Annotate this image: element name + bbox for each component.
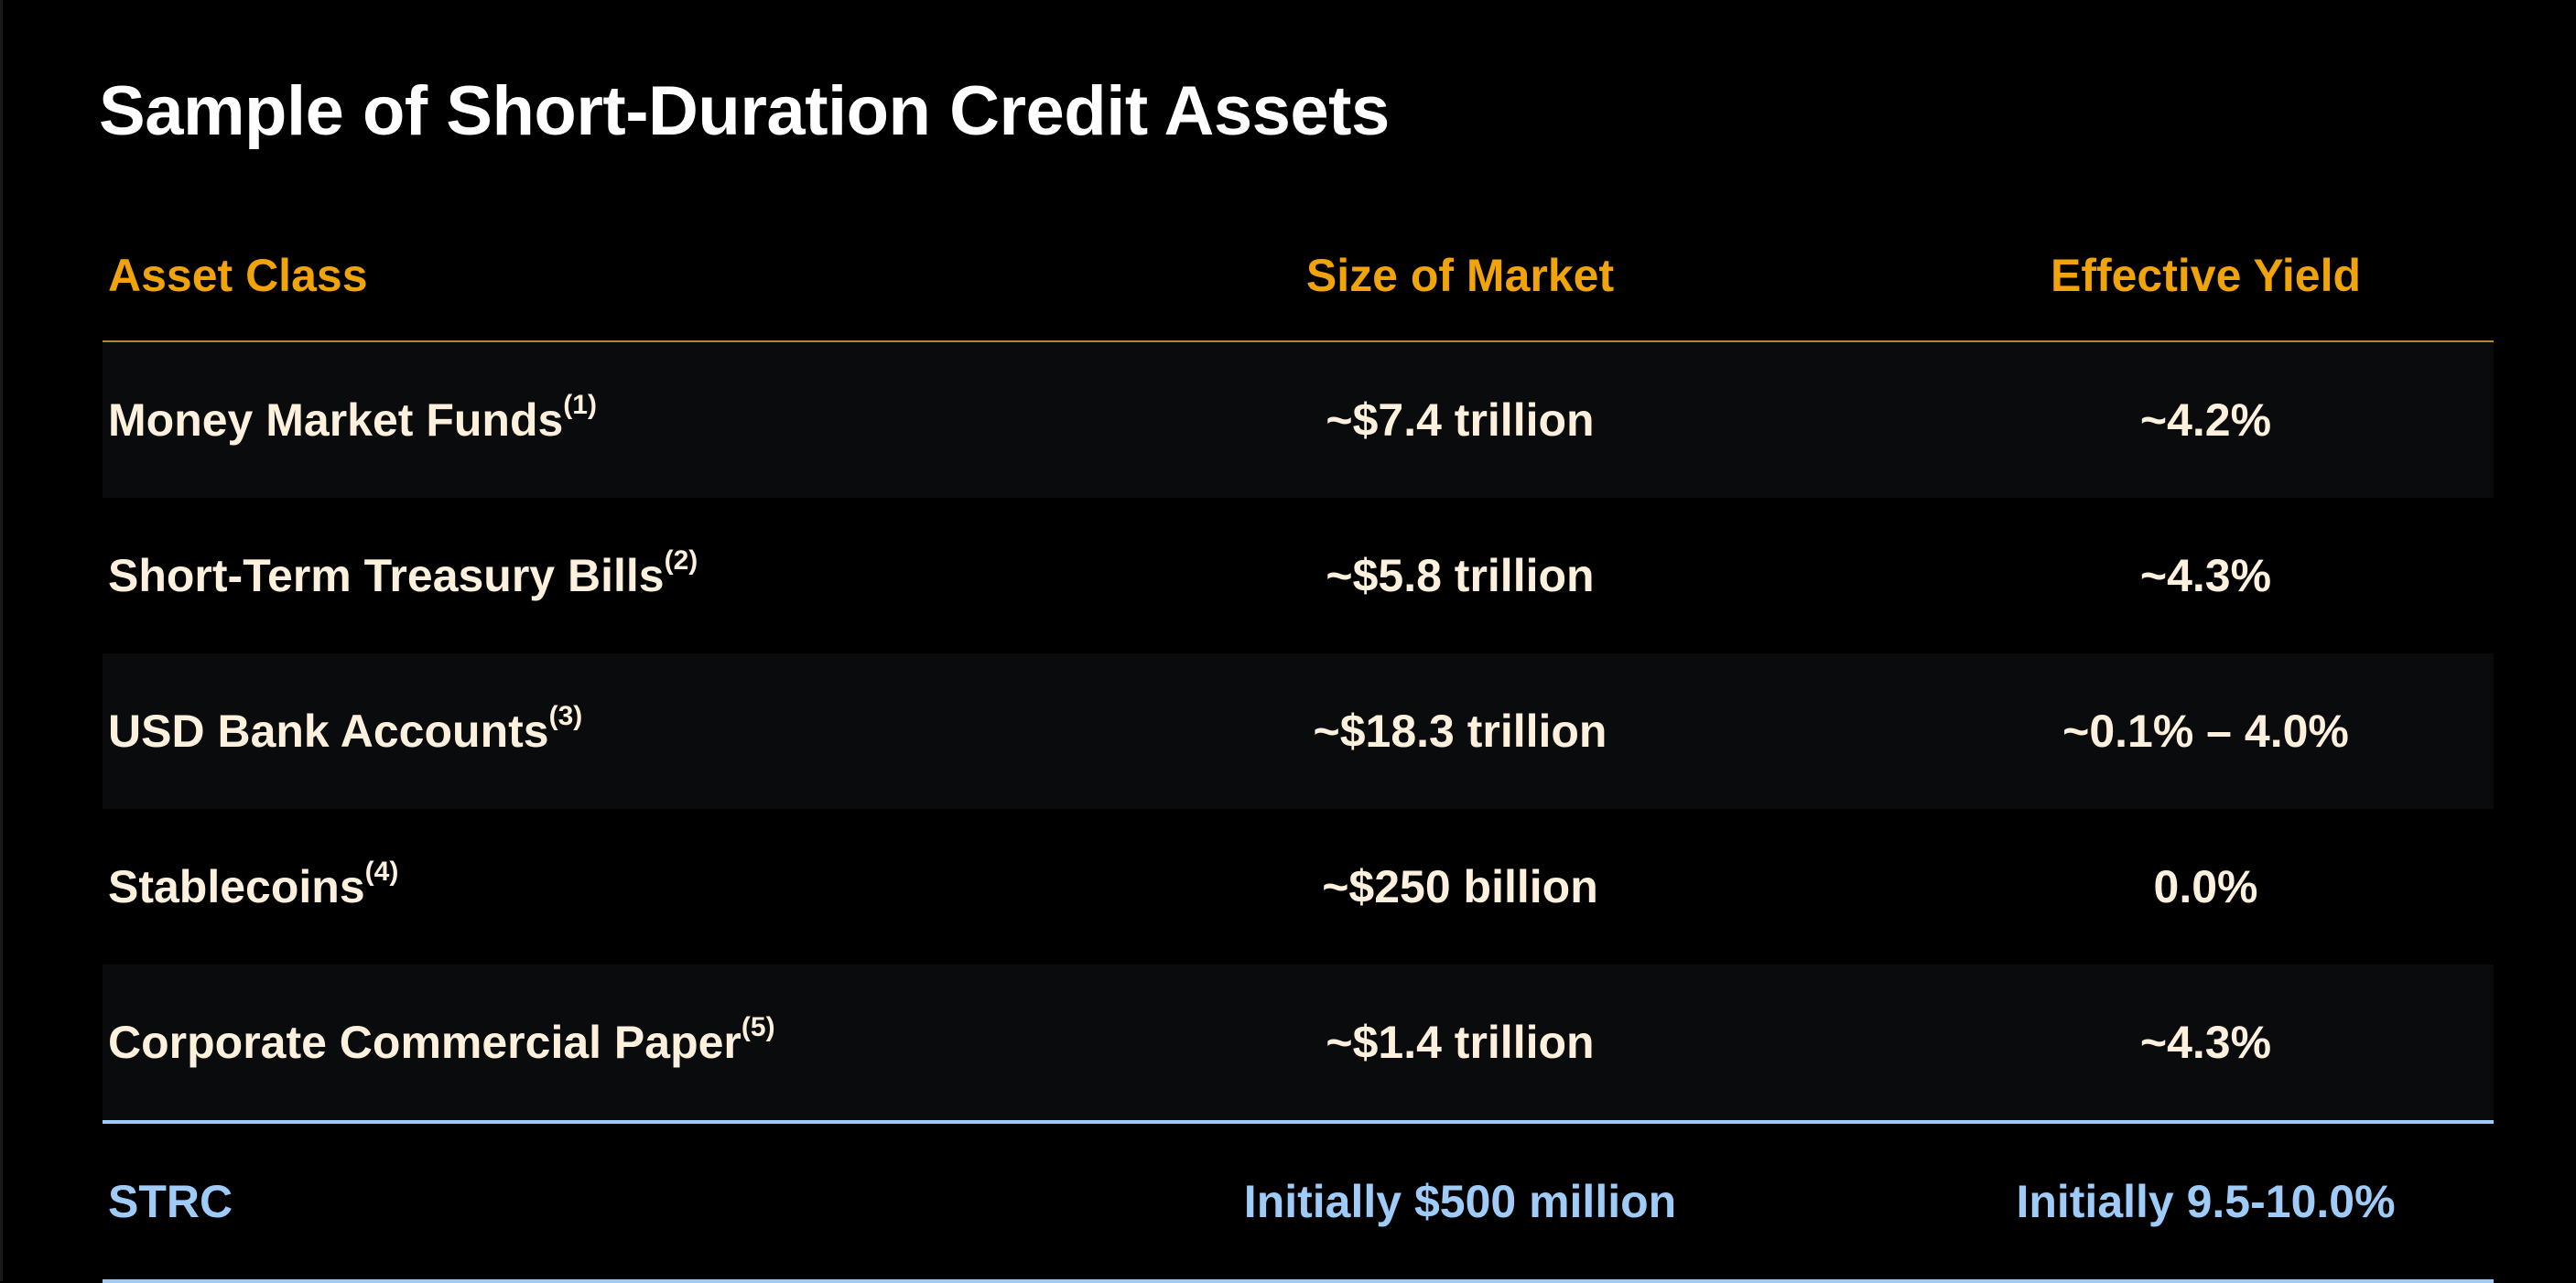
effective-yield: Initially 9.5-10.0% (2016, 1176, 2396, 1227)
asset-name: Short-Term Treasury Bills (108, 550, 665, 601)
asset-name: Money Market Funds (108, 394, 564, 446)
footnote-ref: (1) (563, 390, 597, 420)
table-row: USD Bank Accounts(3) ~$18.3 trillion ~0.… (103, 653, 2494, 809)
header-asset-class: Asset Class (108, 250, 368, 301)
market-size: Initially $500 million (1243, 1176, 1677, 1227)
table-row: Stablecoins(4) ~$250 billion 0.0% (103, 809, 2494, 965)
table-header: Asset Class Size of Market Effective Yie… (103, 210, 2494, 342)
effective-yield: 0.0% (2153, 861, 2258, 912)
market-size: ~$18.3 trillion (1313, 706, 1607, 757)
table-row: Short-Term Treasury Bills(2) ~$5.8 trill… (103, 498, 2494, 653)
table-row: Money Market Funds(1) ~$7.4 trillion ~4.… (103, 342, 2494, 498)
market-size: ~$250 billion (1322, 861, 1598, 912)
market-size: ~$7.4 trillion (1326, 394, 1595, 446)
header-effective-yield: Effective Yield (2050, 250, 2362, 301)
asset-name: STRC (108, 1176, 233, 1227)
asset-name: Stablecoins (108, 861, 365, 912)
footnote-ref: (3) (548, 701, 583, 731)
window-edge (0, 0, 3, 1281)
slide-title: Sample of Short-Duration Credit Assets (99, 72, 1390, 150)
effective-yield: ~4.2% (2139, 394, 2272, 446)
footnote-ref: (4) (364, 857, 399, 887)
effective-yield: ~4.3% (2139, 550, 2272, 601)
strc-highlight-row: STRC Initially $500 million Initially 9.… (103, 1120, 2494, 1283)
market-size: ~$5.8 trillion (1326, 550, 1595, 601)
effective-yield: ~0.1% – 4.0% (2062, 706, 2349, 757)
header-size-of-market: Size of Market (1305, 250, 1615, 301)
asset-name: USD Bank Accounts (108, 706, 549, 757)
table-row: Corporate Commercial Paper(5) ~$1.4 tril… (103, 965, 2494, 1120)
asset-name: Corporate Commercial Paper (108, 1017, 741, 1068)
effective-yield: ~4.3% (2139, 1017, 2272, 1068)
credit-assets-table: Asset Class Size of Market Effective Yie… (103, 210, 2494, 1283)
market-size: ~$1.4 trillion (1326, 1017, 1595, 1068)
footnote-ref: (5) (741, 1012, 775, 1042)
footnote-ref: (2) (664, 545, 698, 576)
